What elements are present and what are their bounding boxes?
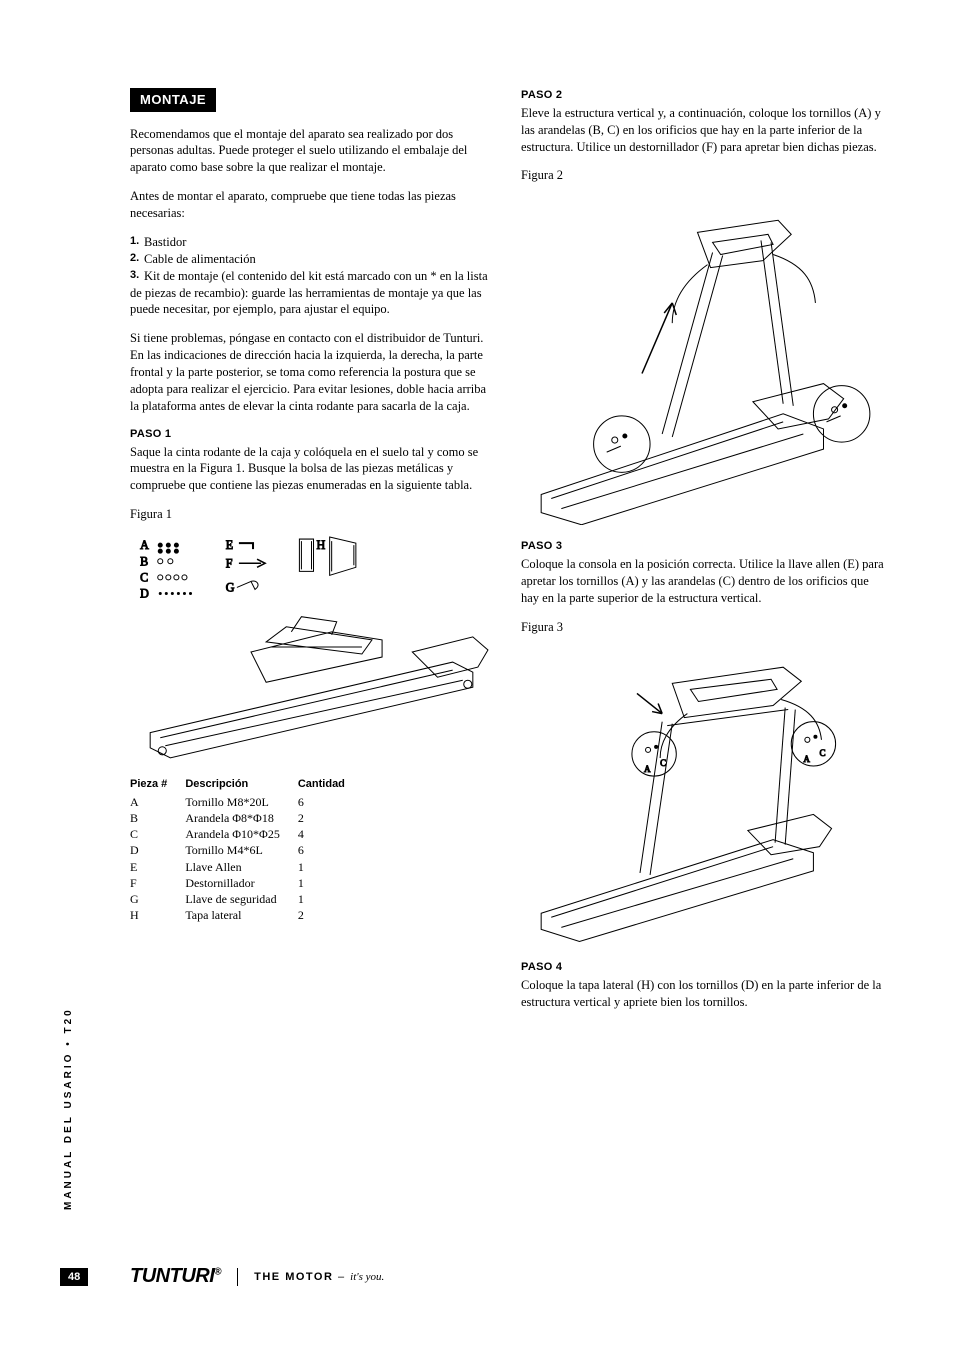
intro-paragraph-1: Recomendamos que el montaje del aparato … bbox=[130, 126, 493, 177]
brand-logo: TUNTURI® bbox=[130, 1265, 221, 1288]
figure-1: A B C D E F G H bbox=[130, 531, 493, 763]
step-2-heading: PASO 2 bbox=[521, 88, 884, 103]
figure-2 bbox=[521, 192, 884, 525]
fig3-label-a-left: A bbox=[644, 765, 651, 775]
step-1-heading: PASO 1 bbox=[130, 427, 493, 442]
parts-numbered-list: 1. Bastidor 2. Cable de alimentación 3. … bbox=[130, 234, 493, 318]
treadmill-illustration bbox=[150, 617, 488, 758]
list-item: 3. Kit de montaje (el contenido del kit … bbox=[130, 268, 493, 319]
table-row: ELlave Allen1 bbox=[130, 859, 363, 875]
fig1-label-e: E bbox=[226, 538, 233, 552]
footer: TUNTURI® THE MOTOR – it's you. bbox=[130, 1265, 384, 1288]
col-header-desc: Descripción bbox=[185, 777, 298, 794]
figure-1-svg: A B C D E F G H bbox=[130, 531, 493, 763]
tagline: THE MOTOR – it's you. bbox=[254, 1271, 384, 1283]
section-header: MONTAJE bbox=[130, 88, 216, 112]
step-2-body: Eleve la estructura vertical y, a contin… bbox=[521, 105, 884, 156]
table-row: GLlave de seguridad1 bbox=[130, 891, 363, 907]
col-header-piece: Pieza # bbox=[130, 777, 185, 794]
list-text: Cable de alimentación bbox=[144, 251, 256, 268]
table-row: HTapa lateral2 bbox=[130, 907, 363, 923]
brand-name: TUNTURI bbox=[130, 1265, 214, 1287]
figure-3: A C A C bbox=[521, 643, 884, 946]
step-4-heading: PASO 4 bbox=[521, 960, 884, 975]
fig1-label-g: G bbox=[226, 581, 235, 595]
table-row: ATornillo M8*20L6 bbox=[130, 794, 363, 810]
step-3-heading: PASO 3 bbox=[521, 539, 884, 554]
fig1-label-b: B bbox=[140, 554, 148, 568]
intro-paragraph-3: Si tiene problemas, póngase en contacto … bbox=[130, 330, 493, 414]
left-column: MONTAJE Recomendamos que el montaje del … bbox=[130, 88, 493, 1023]
figure-3-svg: A C A C bbox=[521, 643, 884, 946]
table-row: BArandela Φ8*Φ182 bbox=[130, 810, 363, 826]
page-number: 48 bbox=[60, 1268, 88, 1286]
tagline-dash: – bbox=[333, 1271, 350, 1283]
step-4-body: Coloque la tapa lateral (H) con los torn… bbox=[521, 977, 884, 1011]
figure-2-label: Figura 2 bbox=[521, 167, 884, 184]
table-row: CArandela Φ10*Φ254 bbox=[130, 826, 363, 842]
table-row: FDestornillador1 bbox=[130, 875, 363, 891]
list-number: 2. bbox=[130, 251, 144, 268]
fig1-label-c: C bbox=[140, 570, 148, 584]
col-header-qty: Cantidad bbox=[298, 777, 363, 794]
step-3-body: Coloque la consola en la posición correc… bbox=[521, 556, 884, 607]
registered-icon: ® bbox=[214, 1266, 221, 1277]
footer-separator bbox=[237, 1268, 238, 1286]
list-number: 1. bbox=[130, 234, 144, 251]
right-column: PASO 2 Eleve la estructura vertical y, a… bbox=[521, 88, 884, 1023]
list-text: Bastidor bbox=[144, 234, 186, 251]
parts-table: Pieza # Descripción Cantidad ATornillo M… bbox=[130, 777, 363, 923]
intro-paragraph-2: Antes de montar el aparato, compruebe qu… bbox=[130, 188, 493, 222]
fig3-label-c-left: C bbox=[660, 758, 666, 768]
list-item: 1. Bastidor bbox=[130, 234, 493, 251]
fig1-label-a: A bbox=[140, 538, 149, 552]
tagline-lead: THE MOTOR bbox=[254, 1271, 333, 1283]
list-number: 3. bbox=[130, 268, 144, 283]
fig1-label-f: F bbox=[226, 556, 233, 570]
step-1-body: Saque la cinta rodante de la caja y coló… bbox=[130, 444, 493, 495]
list-text: Kit de montaje (el contenido del kit est… bbox=[130, 269, 488, 317]
fig1-label-d: D bbox=[140, 587, 149, 601]
side-label: MANUAL DEL USARIO • T20 bbox=[63, 1007, 74, 1210]
figure-1-label: Figura 1 bbox=[130, 506, 493, 523]
figure-3-label: Figura 3 bbox=[521, 619, 884, 636]
tagline-tail: it's you. bbox=[350, 1271, 384, 1283]
fig3-label-c-right: C bbox=[819, 748, 825, 758]
fig3-label-a-right: A bbox=[803, 754, 810, 764]
list-item: 2. Cable de alimentación bbox=[130, 251, 493, 268]
table-row: DTornillo M4*6L6 bbox=[130, 842, 363, 858]
figure-2-svg bbox=[521, 192, 884, 525]
fig1-label-h: H bbox=[317, 538, 326, 552]
